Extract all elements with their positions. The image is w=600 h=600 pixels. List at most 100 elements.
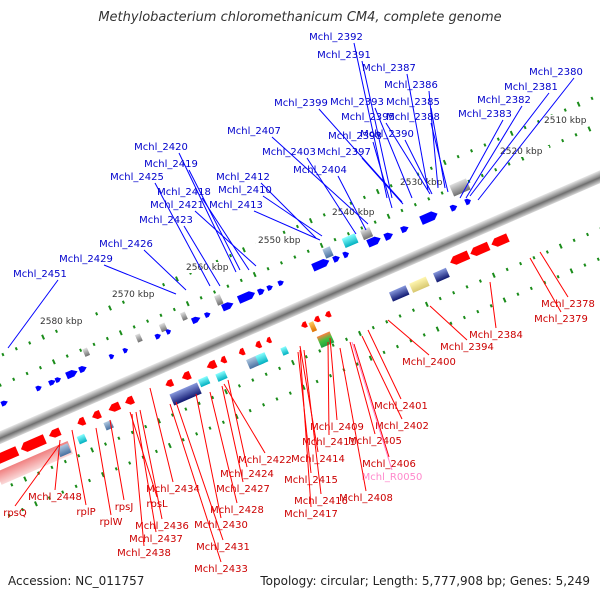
forward-gene-label[interactable]: Mchl_2393 [330,97,384,108]
forward-gene-label[interactable]: Mchl_2423 [139,215,193,226]
forward-gene-label[interactable]: Mchl_2398 [328,131,382,142]
forward-gene-arrow[interactable] [165,328,172,335]
forward-gene-label[interactable]: Mchl_2412 [216,172,270,183]
forward-gene-arrow[interactable] [449,203,459,212]
reverse-gene-arrow[interactable] [180,370,192,382]
reverse-gene-arrow[interactable] [219,355,228,365]
reverse-gene-label[interactable]: Mchl_2424 [220,469,274,480]
forward-gene-label[interactable]: Mchl_2385 [386,97,440,108]
forward-gene-label[interactable]: Mchl_2403 [262,147,316,158]
reverse-gene-arrow[interactable] [205,359,218,371]
reverse-gene-label[interactable]: Mchl_2411 [302,437,356,448]
forward-gene-label[interactable]: Mchl_2383 [458,109,512,120]
reverse-gene-label[interactable]: rpsQ [3,508,27,519]
reverse-gene-arrow[interactable] [107,401,122,414]
reverse-gene-label[interactable]: Mchl_2406 [362,459,416,470]
reverse-gene-arrow[interactable] [265,336,273,344]
forward-gene-arrow[interactable] [366,235,382,248]
reverse-gene-label[interactable]: rpsL [146,499,168,510]
forward-gene-arrow[interactable] [190,315,202,325]
forward-gene-arrow[interactable] [221,300,235,312]
forward-gene-label[interactable]: Mchl_2410 [218,185,272,196]
forward-gene-arrow[interactable] [122,347,129,354]
forward-gene-label[interactable]: Mchl_2404 [293,165,347,176]
reverse-gene-label[interactable]: Mchl_2438 [117,548,171,559]
forward-gene-label[interactable]: Mchl_2429 [59,254,113,265]
reverse-gene-arrow[interactable] [237,347,246,357]
reverse-gene-label[interactable]: Mchl_2422 [238,455,292,466]
reverse-gene-label[interactable]: Mchl_2394 [440,342,494,353]
reverse-gene-label[interactable]: Mchl_2437 [129,534,183,545]
reverse-gene-label[interactable]: Mchl_2448 [28,492,82,503]
forward-gene-arrow[interactable] [65,368,79,380]
reverse-gene-arrow[interactable] [448,250,471,267]
forward-gene-arrow[interactable] [154,333,161,340]
forward-gene-arrow[interactable] [419,209,439,225]
reverse-gene-arrow[interactable] [164,378,175,389]
reverse-gene-label[interactable]: Mchl_2378 [541,299,595,310]
forward-gene-arrow[interactable] [266,284,273,291]
forward-gene-label[interactable]: Mchl_2391 [317,50,371,61]
forward-gene-arrow[interactable] [0,399,8,407]
reverse-gene-label[interactable]: rpsJ [115,502,134,513]
reverse-gene-arrow[interactable] [324,310,332,319]
reverse-gene-label[interactable]: Mchl_2414 [291,454,345,465]
reverse-gene-label[interactable]: Mchl_2384 [469,330,523,341]
reverse-gene-label[interactable]: Mchl_2436 [135,521,189,532]
rna-gene-label[interactable]: Mchl_R0050 [362,472,423,483]
forward-gene-label[interactable]: Mchl_2380 [529,67,583,78]
forward-gene-label[interactable]: Mchl_2390 [360,129,414,140]
reverse-gene-arrow[interactable] [76,416,87,428]
reverse-gene-label[interactable]: Mchl_2417 [284,509,338,520]
reverse-gene-label[interactable]: Mchl_2402 [375,421,429,432]
forward-gene-label[interactable]: Mchl_2381 [504,82,558,93]
reverse-gene-label[interactable]: Mchl_2408 [339,493,393,504]
reverse-gene-label[interactable]: rplW [99,517,122,528]
reverse-gene-label[interactable]: Mchl_2415 [284,475,338,486]
forward-gene-arrow[interactable] [236,289,257,304]
reverse-gene-arrow[interactable] [47,427,62,439]
reverse-gene-arrow[interactable] [313,315,321,324]
forward-gene-label[interactable]: Mchl_2395 [341,112,395,123]
forward-gene-label[interactable]: Mchl_2397 [317,147,371,158]
reverse-gene-arrow[interactable] [0,446,20,467]
reverse-gene-label[interactable]: Mchl_2434 [146,484,200,495]
forward-gene-arrow[interactable] [35,384,42,392]
reverse-gene-label[interactable]: Mchl_2431 [196,542,250,553]
reverse-gene-arrow[interactable] [19,434,47,454]
forward-gene-label[interactable]: Mchl_2392 [309,32,363,43]
forward-gene-label[interactable]: Mchl_2387 [362,63,416,74]
forward-gene-label[interactable]: Mchl_2399 [274,98,328,109]
forward-gene-label[interactable]: Mchl_2413 [209,200,263,211]
forward-gene-label[interactable]: Mchl_2419 [144,159,198,170]
forward-gene-label[interactable]: Mchl_2418 [157,187,211,198]
reverse-gene-label[interactable]: Mchl_2416 [294,496,348,507]
reverse-gene-arrow[interactable] [254,340,263,350]
reverse-gene-label[interactable]: Mchl_2409 [310,422,364,433]
forward-gene-label[interactable]: Mchl_2426 [99,239,153,250]
reverse-gene-label[interactable]: Mchl_2405 [348,436,402,447]
forward-gene-arrow[interactable] [277,279,284,287]
forward-gene-arrow[interactable] [383,231,394,241]
forward-gene-label[interactable]: Mchl_2407 [227,126,281,137]
forward-gene-arrow[interactable] [108,353,116,360]
forward-gene-arrow[interactable] [332,254,341,263]
reverse-gene-label[interactable]: Mchl_2430 [194,520,248,531]
reverse-gene-arrow[interactable] [490,233,510,248]
forward-gene-arrow[interactable] [256,287,266,296]
reverse-gene-arrow[interactable] [300,321,308,329]
reverse-gene-label[interactable]: Mchl_2433 [194,564,248,575]
forward-gene-label[interactable]: Mchl_2420 [134,142,188,153]
forward-gene-label[interactable]: Mchl_2425 [110,172,164,183]
forward-gene-arrow[interactable] [464,197,472,206]
reverse-gene-label[interactable]: Mchl_2428 [210,505,264,516]
reverse-gene-arrow[interactable] [124,395,135,407]
forward-gene-arrow[interactable] [78,364,88,374]
forward-gene-arrow[interactable] [342,250,350,259]
forward-gene-label[interactable]: Mchl_2388 [386,112,440,123]
forward-gene-label[interactable]: Mchl_2451 [13,269,67,280]
forward-gene-label[interactable]: Mchl_2386 [384,80,438,91]
forward-gene-label[interactable]: Mchl_2421 [150,200,204,211]
forward-gene-arrow[interactable] [54,376,62,384]
